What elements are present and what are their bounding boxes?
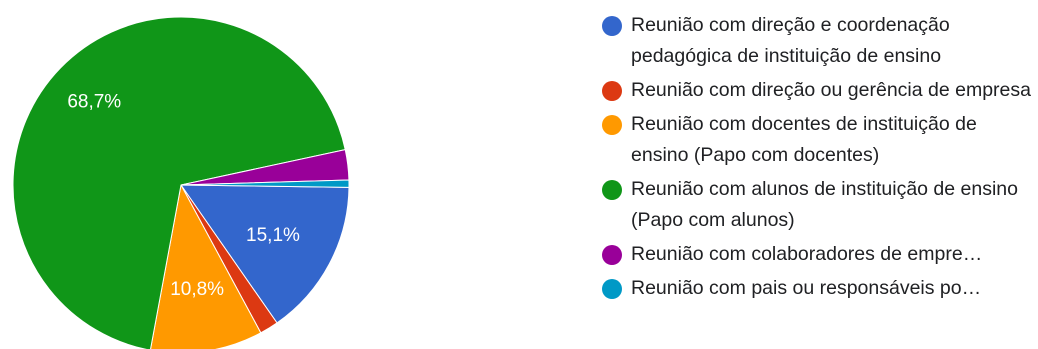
legend: Reunião com direção e coordenação pedagó… [596,10,1038,307]
slice-value-label: 15,1% [246,225,300,246]
legend-label: Reunião com docentes de instituição de e… [631,113,977,166]
legend-item: Reunião com pais ou responsáveis po… [596,273,1036,304]
legend-swatch [602,81,622,101]
legend-item: Reunião com alunos de instituição de ens… [596,174,1038,236]
legend-label: Reunião com direção ou gerência de empre… [631,79,1031,101]
pie-chart: 15,1% 10,8% 68,7% [0,0,560,349]
slice-value-label: 10,8% [170,279,224,300]
legend-label: Reunião com alunos de instituição de ens… [631,178,1018,231]
legend-swatch [602,16,622,36]
legend-swatch [602,279,622,299]
legend-label: Reunião com pais ou responsáveis po… [631,277,981,299]
legend-item: Reunião com direção e coordenação pedagó… [596,10,1038,72]
legend-label: Reunião com direção e coordenação pedagó… [631,14,950,67]
slice-value-label: 68,7% [67,92,121,113]
legend-item: Reunião com direção ou gerência de empre… [596,75,1038,106]
legend-label: Reunião com colaboradores de empre… [631,243,982,265]
legend-item: Reunião com docentes de instituição de e… [596,109,1038,171]
legend-swatch [602,180,622,200]
legend-swatch [602,115,622,135]
legend-item: Reunião com colaboradores de empre… [596,239,1036,270]
legend-swatch [602,245,622,265]
